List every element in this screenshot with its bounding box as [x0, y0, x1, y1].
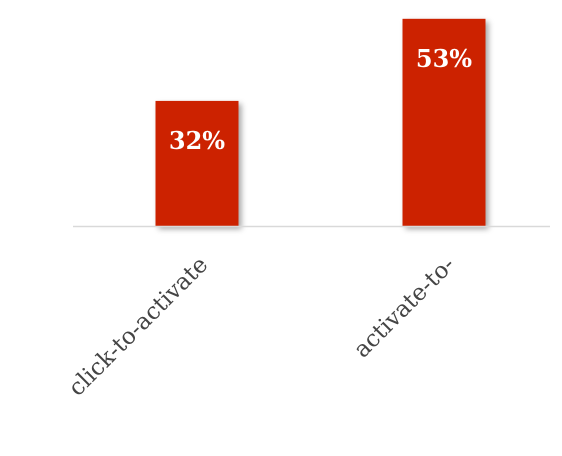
- bars-layer: [155, 18, 486, 227]
- tick-label-activate-to-: activate-to-: [349, 252, 460, 363]
- bar-activate-to-: [402, 18, 486, 227]
- data-label-activate-to-: 53%: [416, 44, 472, 73]
- value-labels-layer: 32% 53%: [169, 44, 472, 155]
- tick-label-click-to-activate: click-to-activate: [64, 252, 213, 401]
- data-label-click-to-activate: 32%: [169, 126, 225, 155]
- bar-click-to-activate: [155, 100, 239, 226]
- category-labels-layer: click-to-activate activate-to-: [64, 252, 460, 401]
